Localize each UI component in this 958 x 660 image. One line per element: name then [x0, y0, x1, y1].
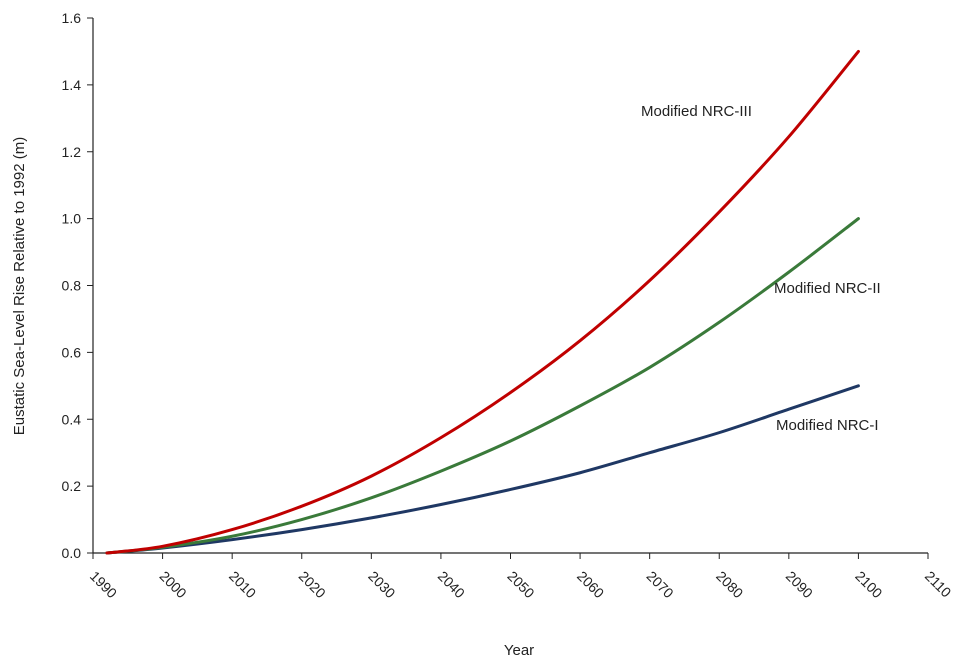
y-tick-label: 1.0: [62, 211, 82, 227]
x-tick-label: 2070: [644, 568, 677, 601]
x-tick-label: 2020: [296, 568, 329, 601]
y-axis-ticks: 0.0 0.2 0.4 0.6 0.8 1.0 1.2 1.4 1.6: [62, 10, 93, 561]
y-tick-label: 1.4: [62, 77, 82, 93]
y-tick-label: 0.2: [62, 478, 82, 494]
x-tick-label: 1990: [87, 568, 120, 601]
series-line-2: [105, 217, 860, 555]
x-tick-label: 2080: [713, 568, 746, 601]
x-tick-label: 2100: [852, 568, 885, 601]
x-axis-ticks: 1990 2000 2010 2020 2030 2040 2050 2060 2070 2080…: [87, 553, 955, 601]
y-tick-label: 0.0: [62, 545, 82, 561]
x-tick-label: 2060: [574, 568, 607, 601]
series-line-3: [105, 49, 860, 555]
y-axis-title: Eustatic Sea-Level Rise Relative to 1992…: [11, 137, 28, 435]
series-lines: [105, 49, 860, 555]
x-tick-label: 2090: [783, 568, 816, 601]
series-label-2: Modified NRC-II: [774, 280, 881, 297]
x-tick-label: 2110: [922, 568, 955, 601]
y-tick-label: 0.4: [62, 411, 82, 427]
series-label-1: Modified NRC-I: [776, 417, 879, 434]
x-tick-label: 2010: [226, 568, 259, 601]
y-tick-label: 0.6: [62, 344, 82, 360]
series-line-1: [105, 384, 860, 555]
x-tick-label: 2030: [365, 568, 398, 601]
x-tick-label: 2050: [504, 568, 537, 601]
series-labels: Modified NRC-I Modified NRC-II Modified NR…: [641, 103, 881, 434]
y-tick-label: 0.8: [62, 278, 82, 294]
x-tick-label: 2000: [156, 568, 189, 601]
x-axis-title: Year: [504, 642, 534, 659]
y-tick-label: 1.2: [62, 144, 82, 160]
y-tick-label: 1.6: [62, 10, 82, 26]
series-label-3: Modified NRC-III: [641, 103, 752, 120]
x-tick-label: 2040: [435, 568, 468, 601]
